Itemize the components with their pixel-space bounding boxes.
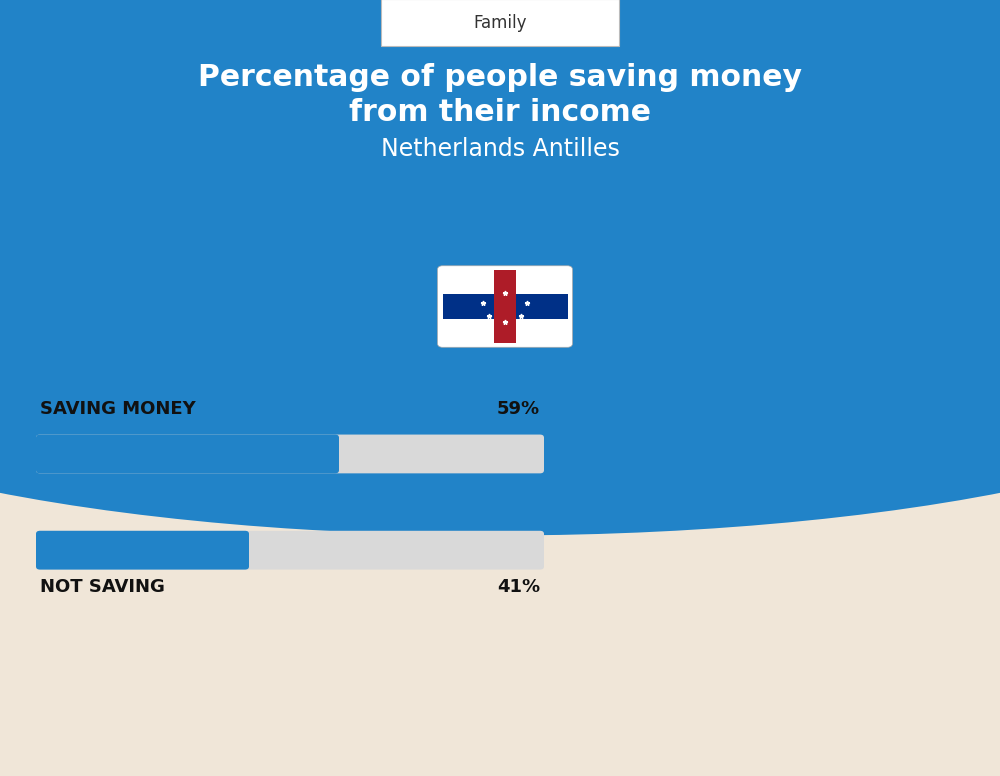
Bar (442, 270, 568, 294)
FancyBboxPatch shape (36, 435, 339, 473)
Text: NOT SAVING: NOT SAVING (40, 578, 165, 596)
Text: from their income: from their income (349, 98, 651, 127)
FancyBboxPatch shape (36, 531, 249, 570)
FancyBboxPatch shape (438, 265, 572, 348)
Text: Percentage of people saving money: Percentage of people saving money (198, 63, 802, 92)
Bar (442, 294, 568, 319)
Bar (494, 270, 516, 343)
Text: 41%: 41% (497, 578, 540, 596)
Text: SAVING MONEY: SAVING MONEY (40, 400, 196, 418)
FancyBboxPatch shape (36, 531, 544, 570)
Text: 59%: 59% (497, 400, 540, 418)
Text: Family: Family (473, 13, 527, 32)
FancyBboxPatch shape (381, 0, 619, 46)
Bar (0, 0, 1000, 341)
Bar (0, 0, 1000, 341)
Ellipse shape (0, 147, 1000, 535)
FancyBboxPatch shape (36, 435, 544, 473)
Bar (442, 319, 568, 343)
Text: Netherlands Antilles: Netherlands Antilles (381, 137, 619, 161)
